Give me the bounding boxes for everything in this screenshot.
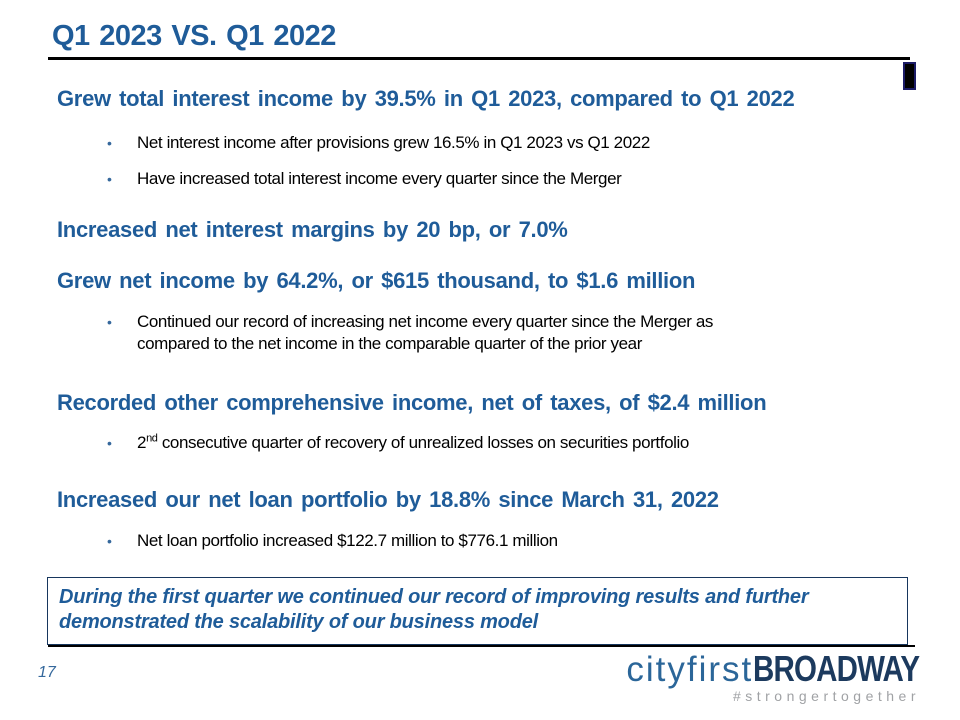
title-underline <box>48 57 910 60</box>
bullet-text: Have increased total interest income eve… <box>137 169 622 188</box>
bullet-text-superscript: nd <box>146 432 158 445</box>
bullet-loan-portfolio-growth: • Net loan portfolio increased $122.7 mi… <box>107 530 558 552</box>
page-number: 17 <box>38 664 56 681</box>
bullet-icon: • <box>107 314 112 330</box>
bullet-increased-every-quarter: • Have increased total interest income e… <box>107 168 622 190</box>
bullet-icon: • <box>107 435 112 451</box>
title-accent-bar <box>903 62 916 90</box>
bullet-text: Net interest income after provisions gre… <box>137 133 650 152</box>
bullet-text-base: 2 <box>137 433 147 452</box>
bullet-text-rest: consecutive quarter of recovery of unrea… <box>157 433 690 452</box>
bullet-text-line-1: Continued our record of increasing net i… <box>137 312 713 331</box>
bullet-text-line-2: compared to the net income in the compar… <box>137 334 642 353</box>
bullet-icon: • <box>107 171 112 187</box>
logo-broadway-text: BROADWAY <box>753 648 920 689</box>
bullet-record-net-income: • Continued our record of increasing net… <box>107 311 713 355</box>
bullet-securities-recovery: • 2nd consecutive quarter of recovery of… <box>107 432 689 454</box>
section-heading-net-loan-portfolio: Increased our net loan portfolio by 18.8… <box>57 487 719 512</box>
slide-title: Q1 2023 VS. Q1 2022 <box>52 20 336 52</box>
summary-callout-box: During the first quarter we continued ou… <box>47 577 908 645</box>
callout-line-1: During the first quarter we continued ou… <box>59 586 809 608</box>
section-heading-comprehensive-income: Recorded other comprehensive income, net… <box>57 390 767 415</box>
section-heading-net-interest-margins: Increased net interest margins by 20 bp,… <box>57 217 568 242</box>
bullet-icon: • <box>107 533 112 549</box>
bullet-net-interest-income: • Net interest income after provisions g… <box>107 132 650 154</box>
bullet-text: 2nd consecutive quarter of recovery of u… <box>137 432 689 454</box>
company-logo: cityfirst BROADWAY #strongertogether <box>626 650 922 705</box>
callout-line-2: demonstrated the scalability of our busi… <box>59 611 538 633</box>
section-heading-interest-income: Grew total interest income by 39.5% in Q… <box>57 86 795 111</box>
section-heading-net-income: Grew net income by 64.2%, or $615 thousa… <box>57 268 696 293</box>
bullet-text: Net loan portfolio increased $122.7 mill… <box>137 531 558 550</box>
footer-divider <box>48 645 915 647</box>
bullet-text: Continued our record of increasing net i… <box>137 311 713 355</box>
logo-tagline: #strongertogether <box>732 688 920 704</box>
logo-cityfirst-text: cityfirst <box>626 650 754 689</box>
logo-wordmark: cityfirst BROADWAY <box>626 650 922 689</box>
bullet-icon: • <box>107 135 112 151</box>
